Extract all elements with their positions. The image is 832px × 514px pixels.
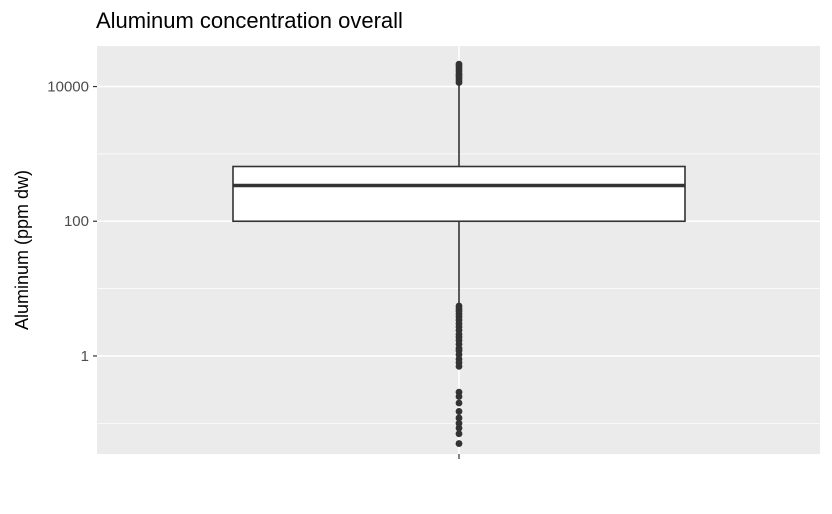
chart-title: Aluminum concentration overall bbox=[96, 8, 403, 33]
outlier-point bbox=[455, 60, 463, 68]
outlier-point bbox=[455, 408, 463, 415]
y-tick-label: 10000 bbox=[47, 79, 89, 96]
interquartile-box bbox=[232, 165, 686, 223]
outlier-point bbox=[455, 362, 463, 370]
outlier-point bbox=[455, 430, 463, 438]
y-axis-title: Aluminum (ppm dw) bbox=[12, 170, 32, 330]
y-axis: 1 100 10000 bbox=[47, 79, 460, 459]
outlier-points bbox=[455, 60, 463, 447]
outlier-point bbox=[455, 393, 463, 400]
outlier-point bbox=[455, 399, 463, 407]
box-plot bbox=[232, 83, 686, 304]
outlier-point bbox=[455, 419, 463, 427]
y-tick-label: 1 bbox=[81, 348, 89, 365]
outlier-point bbox=[455, 440, 463, 447]
outlier-point bbox=[455, 424, 463, 432]
outlier-point bbox=[455, 414, 463, 422]
y-tick-label: 100 bbox=[64, 213, 89, 230]
